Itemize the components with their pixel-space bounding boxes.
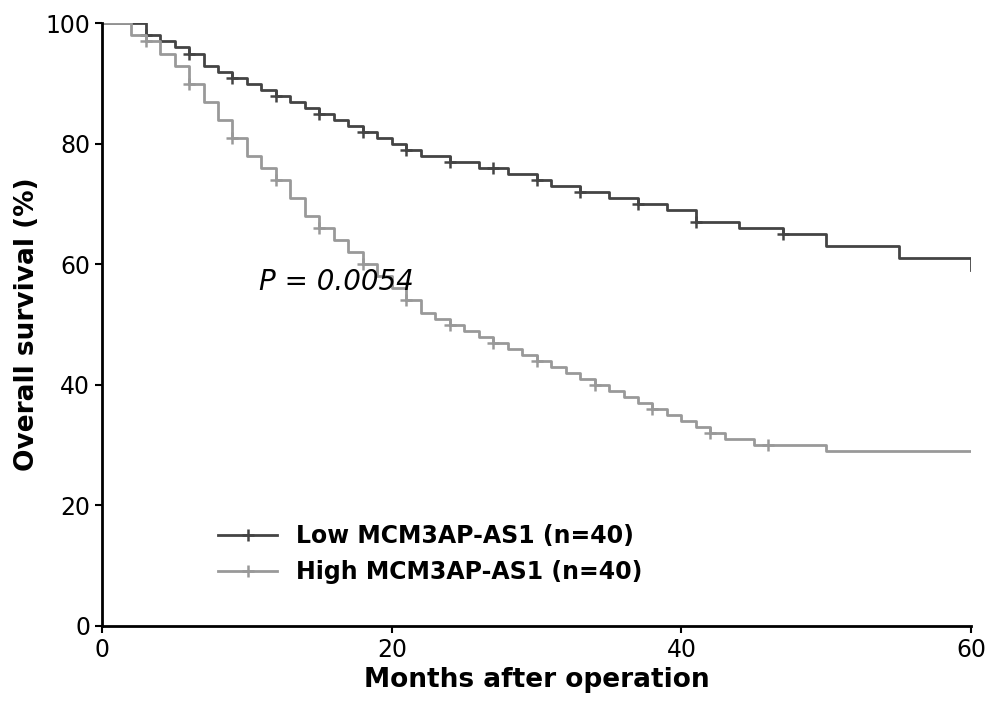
Y-axis label: Overall survival (%): Overall survival (%)	[14, 177, 40, 472]
X-axis label: Months after operation: Months after operation	[364, 667, 709, 693]
Legend: Low MCM3AP-AS1 (n=40), High MCM3AP-AS1 (n=40): Low MCM3AP-AS1 (n=40), High MCM3AP-AS1 (…	[218, 524, 643, 584]
Text: P = 0.0054: P = 0.0054	[259, 269, 413, 296]
